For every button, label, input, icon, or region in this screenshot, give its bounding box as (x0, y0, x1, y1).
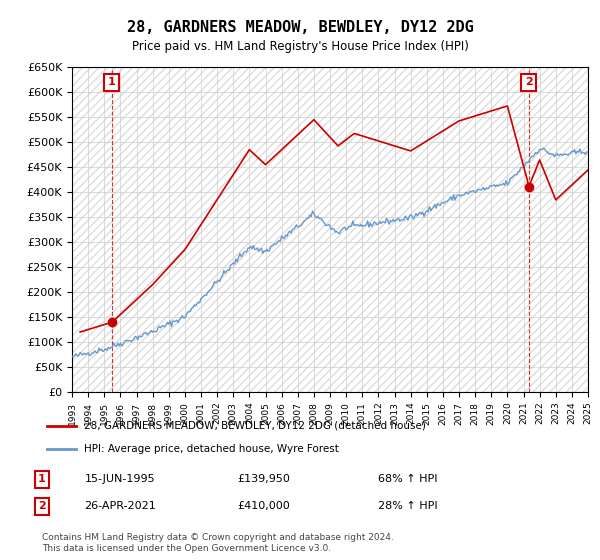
Text: Contains HM Land Registry data © Crown copyright and database right 2024.
This d: Contains HM Land Registry data © Crown c… (42, 533, 394, 553)
Text: 28, GARDNERS MEADOW, BEWDLEY, DY12 2DG (detached house): 28, GARDNERS MEADOW, BEWDLEY, DY12 2DG (… (84, 421, 426, 431)
Text: 28% ↑ HPI: 28% ↑ HPI (378, 501, 438, 511)
Text: 68% ↑ HPI: 68% ↑ HPI (378, 474, 438, 484)
Text: 2: 2 (525, 77, 533, 87)
Text: 26-APR-2021: 26-APR-2021 (84, 501, 156, 511)
Text: £139,950: £139,950 (238, 474, 290, 484)
Text: 1: 1 (108, 77, 116, 87)
Text: £410,000: £410,000 (238, 501, 290, 511)
Text: 28, GARDNERS MEADOW, BEWDLEY, DY12 2DG: 28, GARDNERS MEADOW, BEWDLEY, DY12 2DG (127, 20, 473, 35)
Text: 1: 1 (38, 474, 46, 484)
Text: Price paid vs. HM Land Registry's House Price Index (HPI): Price paid vs. HM Land Registry's House … (131, 40, 469, 53)
Text: HPI: Average price, detached house, Wyre Forest: HPI: Average price, detached house, Wyre… (84, 445, 339, 454)
Text: 15-JUN-1995: 15-JUN-1995 (85, 474, 155, 484)
Text: 2: 2 (38, 501, 46, 511)
